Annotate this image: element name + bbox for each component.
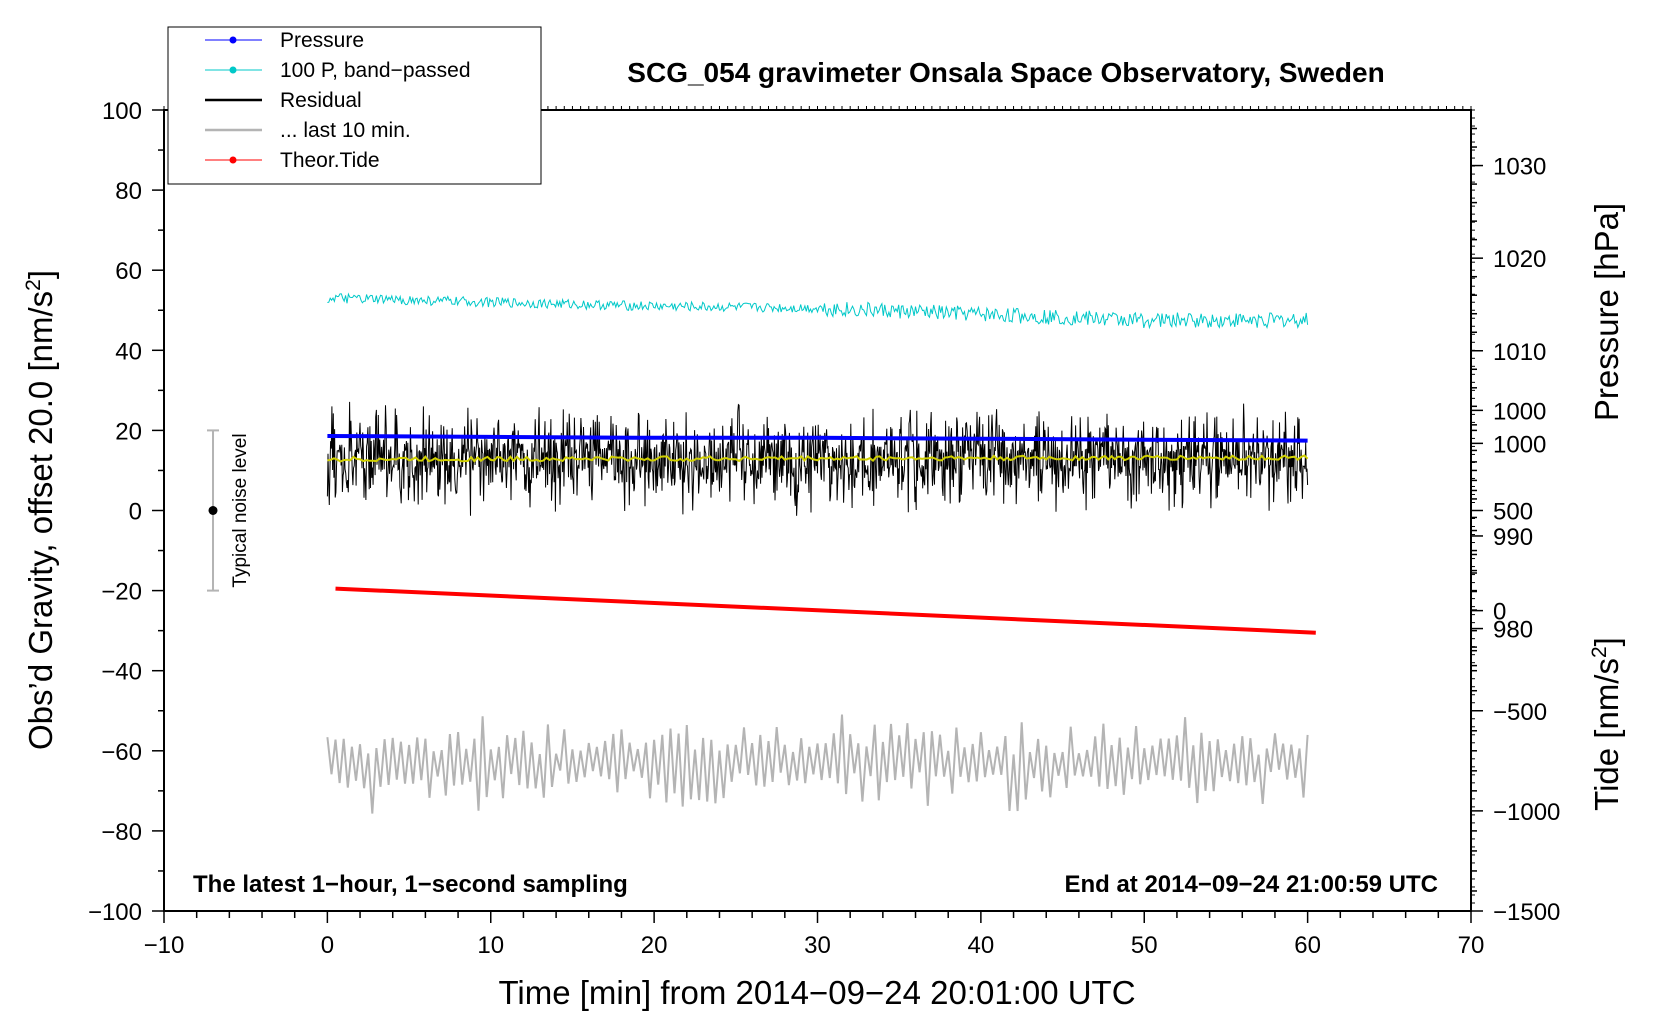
x-tick-label: 0 <box>321 932 334 959</box>
pressure-tick-label: 980 <box>1493 617 1533 644</box>
y-tick-label: −100 <box>88 899 142 926</box>
y-tick-label: −40 <box>101 659 142 686</box>
noise-point <box>208 506 218 515</box>
y-axis-title-pressure: Pressure [hPa] <box>1588 203 1625 421</box>
series-residual-smoothed <box>327 454 1309 463</box>
series-residual <box>326 401 1309 516</box>
x-tick-label: 10 <box>477 932 504 959</box>
annotation-left: The latest 1−hour, 1−second sampling <box>193 871 628 898</box>
y-axis-title-main-text: Obs’d Gravity, offset 20.0 [nm/s <box>22 291 59 750</box>
noise-marker-group: Typical noise level <box>207 429 251 592</box>
legend-box <box>167 26 542 185</box>
x-tick-label: 30 <box>804 932 831 959</box>
y-axis-title-tide-sup: 2 <box>1588 646 1611 658</box>
legend-label: Pressure <box>280 29 364 52</box>
tide-tick-label: 1000 <box>1493 398 1546 425</box>
series-last-10-min <box>326 714 1309 814</box>
series-layer <box>326 292 1316 814</box>
pressure-tick-label: 1010 <box>1493 339 1546 366</box>
y-tick-label: 60 <box>115 258 142 285</box>
y-axis-title-main: Obs’d Gravity, offset 20.0 [nm/s2] <box>22 270 59 750</box>
x-tick-label: 60 <box>1294 932 1321 959</box>
y-tick-label: −60 <box>101 739 142 766</box>
legend-label: Residual <box>280 89 362 112</box>
legend-label: 100 P, band−passed <box>280 59 471 82</box>
y-tick-label: 20 <box>115 418 142 445</box>
annotation-right: End at 2014−09−24 21:00:59 UTC <box>1064 871 1438 898</box>
tide-tick-label: −1000 <box>1493 799 1560 826</box>
axes-layer: −10 0 10 20 30 40 50 60 70100806040200−20−40−60−… <box>88 98 1560 959</box>
tide-tick-label: −1500 <box>1493 899 1560 926</box>
y-axis-title-tide: Tide [nm/s2] <box>1588 637 1625 811</box>
legend-label: ... last 10 min. <box>280 119 411 142</box>
series-band-passed <box>327 292 1309 330</box>
y-axis-title-main-sup: 2 <box>22 279 45 291</box>
tide-tick-label: −500 <box>1493 699 1547 726</box>
pressure-tick-label: 1020 <box>1493 246 1546 273</box>
y-axis-title-tide-end: ] <box>1588 637 1625 646</box>
series-theor-tide <box>335 586 1316 635</box>
chart-title: SCG_054 gravimeter Onsala Space Observat… <box>627 57 1384 88</box>
legend-label: Theor.Tide <box>280 149 380 172</box>
x-tick-label: 20 <box>641 932 668 959</box>
x-tick-label: 70 <box>1458 932 1485 959</box>
noise-label: Typical noise level <box>230 433 251 587</box>
legend: Pressure 100 P, band−passed Residual ... la… <box>167 26 542 185</box>
pressure-tick-label: 1000 <box>1493 431 1546 458</box>
legend-marker <box>229 156 237 164</box>
legend-marker <box>229 36 237 44</box>
y-tick-label: 0 <box>129 499 142 526</box>
y-axis-title-main-end: ] <box>22 270 59 279</box>
y-tick-label: 80 <box>115 178 142 205</box>
x-tick-label: 50 <box>1131 932 1158 959</box>
y-axis-title-tide-text: Tide [nm/s <box>1588 658 1625 811</box>
tide-tick-label: 500 <box>1493 499 1533 526</box>
y-tick-label: −80 <box>101 819 142 846</box>
legend-marker <box>229 66 237 74</box>
series-pressure <box>327 434 1308 443</box>
x-tick-label: −10 <box>144 932 185 959</box>
tide-tick-label: 0 <box>1493 599 1506 626</box>
x-axis-title: Time [min] from 2014−09−24 20:01:00 UTC <box>498 974 1135 1011</box>
plot-frame <box>163 109 1472 912</box>
y-tick-label: 40 <box>115 338 142 365</box>
y-tick-label: −20 <box>101 579 142 606</box>
y-tick-label: 100 <box>102 98 142 125</box>
pressure-tick-label: 990 <box>1493 524 1533 551</box>
x-tick-label: 40 <box>968 932 995 959</box>
pressure-tick-label: 1030 <box>1493 154 1546 181</box>
